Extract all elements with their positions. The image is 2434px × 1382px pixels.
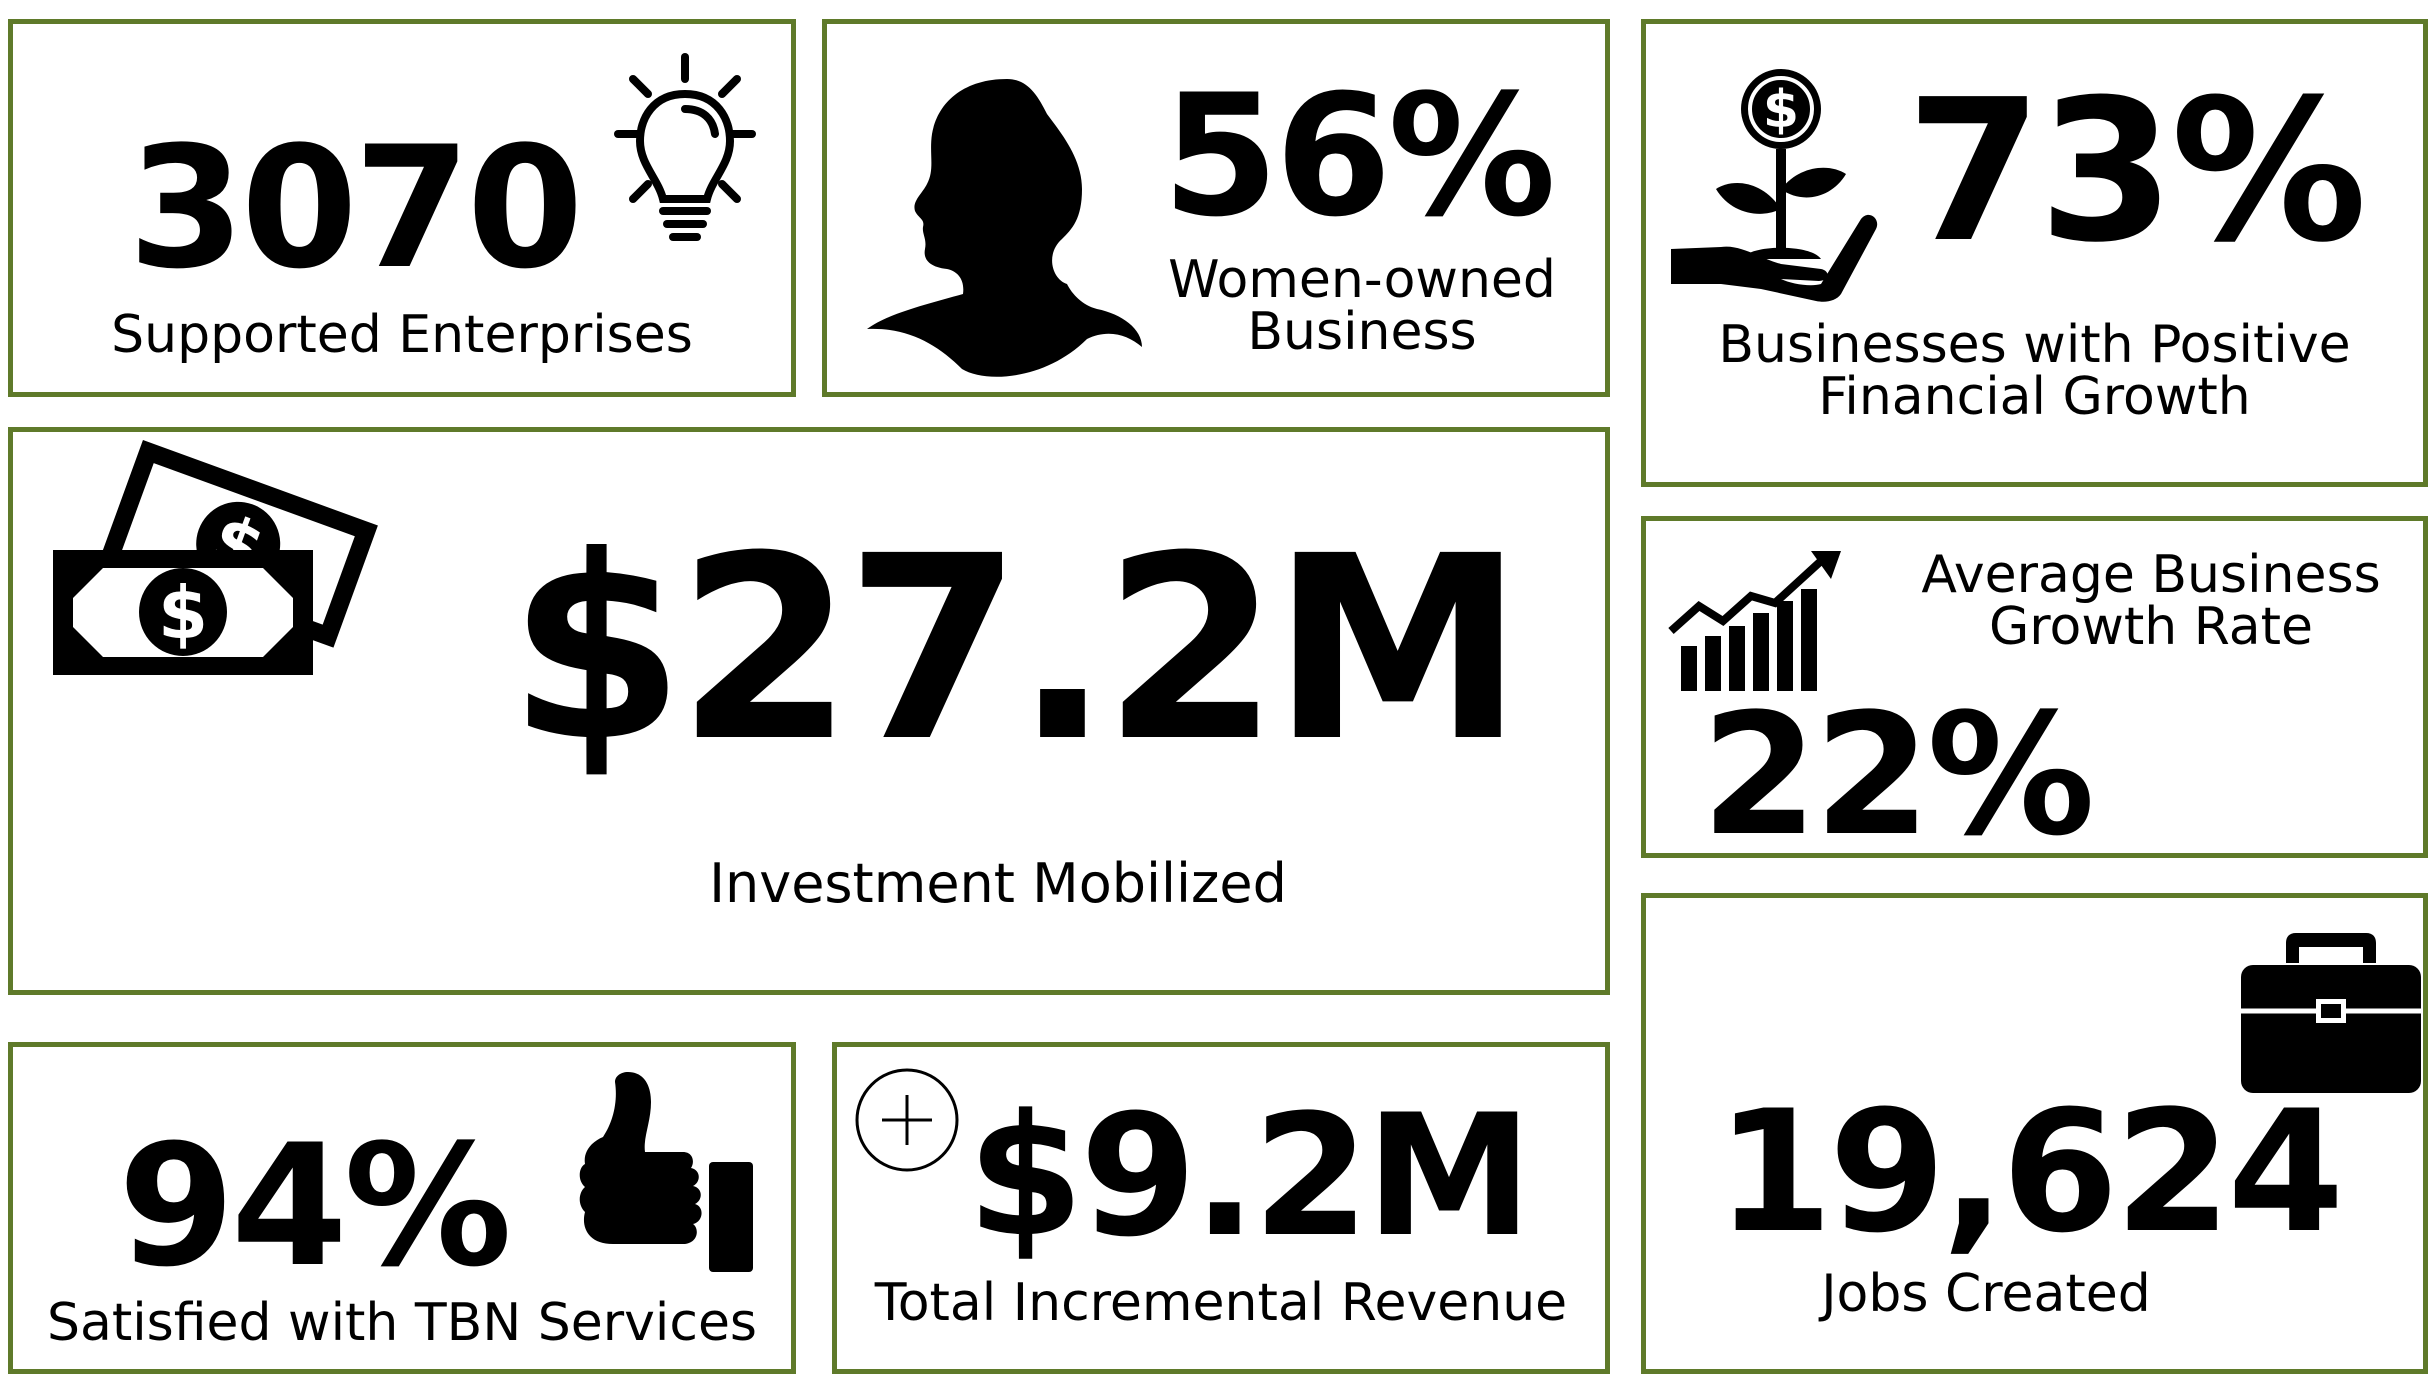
- avg-growth-value: 22%: [1701, 677, 2095, 873]
- financial-growth-label-2: Financial Growth: [1818, 367, 2251, 427]
- satisfied-value: 94%: [118, 1108, 512, 1304]
- jobs-label: Jobs Created: [1821, 1264, 2151, 1324]
- women-label-2: Business: [1247, 302, 1477, 362]
- financial-growth-value: 73%: [1906, 58, 2367, 286]
- enterprises-card: 3070 Supported Enterprises: [8, 19, 796, 397]
- satisfied-label: Satisfied with TBN Services: [46, 1293, 758, 1353]
- briefcase-icon: [2241, 933, 2421, 1093]
- avg-growth-label-1: Average Business: [1921, 545, 2381, 605]
- woman-profile-icon: [867, 79, 1142, 377]
- lightbulb-icon: [614, 53, 756, 241]
- financial-growth-card: $ 73% Businesses with Positive Financial…: [1641, 19, 2428, 487]
- revenue-label: Total Incremental Revenue: [874, 1273, 1568, 1333]
- jobs-value: 19,624: [1716, 1074, 2344, 1270]
- enterprises-label: Supported Enterprises: [111, 305, 693, 365]
- growth-chart-icon: [1668, 551, 1841, 691]
- avg-growth-label-2: Growth Rate: [1989, 597, 2313, 657]
- investment-card: $ $ $27.2M Investment Mobilized: [8, 427, 1610, 995]
- revenue-card: $9.2M Total Incremental Revenue: [832, 1042, 1610, 1374]
- revenue-value: $9.2M: [967, 1078, 1533, 1274]
- svg-text:$: $: [158, 571, 208, 655]
- thumbs-up-icon: [579, 1072, 753, 1272]
- plus-circle-icon: [855, 1068, 959, 1172]
- investment-label: Investment Mobilized: [709, 852, 1287, 915]
- women-value: 56%: [1162, 58, 1556, 254]
- enterprises-value: 3070: [128, 110, 584, 306]
- avg-growth-card: Average Business Growth Rate 22%: [1641, 516, 2428, 873]
- investment-value: $27.2M: [508, 501, 1524, 797]
- women-label-1: Women-owned: [1168, 250, 1556, 310]
- women-card: 56% Women-owned Business: [822, 19, 1610, 397]
- banknotes-icon: $ $: [53, 440, 378, 675]
- money-plant-hand-icon: $: [1671, 69, 1878, 302]
- financial-growth-label-1: Businesses with Positive: [1718, 315, 2351, 375]
- jobs-card: 19,624 Jobs Created: [1641, 893, 2428, 1374]
- svg-text:$: $: [1763, 80, 1799, 140]
- satisfied-card: 94% Satisfied with TBN Services: [8, 1042, 796, 1374]
